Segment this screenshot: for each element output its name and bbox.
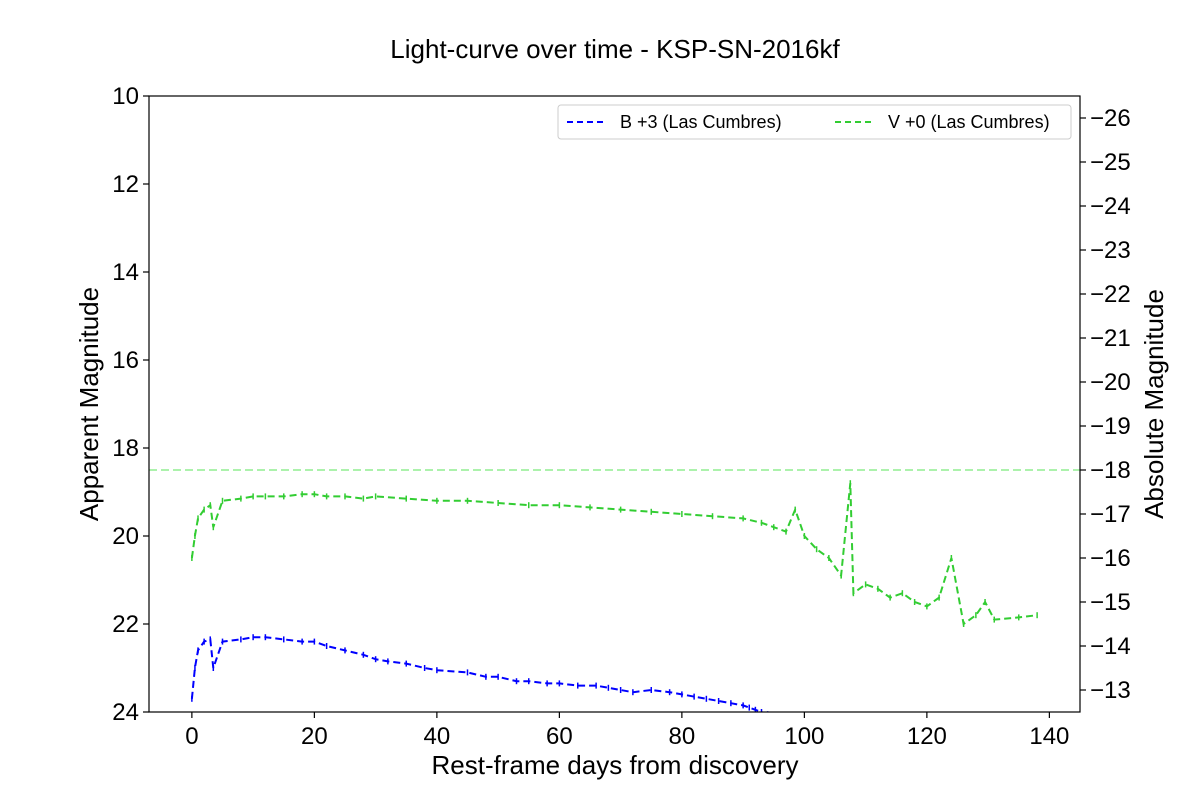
x-tick-label: 60: [546, 723, 573, 750]
x-tick-label: 0: [185, 723, 198, 750]
y2-tick-label: −22: [1090, 281, 1131, 308]
x-tick-label: 20: [301, 723, 328, 750]
series-line-0: [190, 636, 765, 712]
y-tick-label: 24: [112, 699, 139, 726]
y2-tick-label: −15: [1090, 589, 1131, 616]
plot-frame: [148, 95, 1081, 713]
chart-title: Light-curve over time - KSP-SN-2016kf: [390, 34, 840, 64]
y2-tick-label: −16: [1090, 545, 1131, 572]
y2-tick-label: −25: [1090, 149, 1131, 176]
y2-tick-label: −20: [1090, 369, 1131, 396]
y-tick-label: 12: [112, 171, 139, 198]
x-tick-label: 120: [907, 723, 947, 750]
y2-tick-label: −18: [1090, 457, 1131, 484]
legend: B +3 (Las Cumbres) V +0 (Las Cumbres): [557, 104, 1072, 140]
y-axis-label: Apparent Magnitude: [74, 287, 104, 521]
x-axis: 0 20 40 60 80 100 120 140: [185, 712, 1069, 750]
y2-tick-label: −26: [1090, 105, 1131, 132]
x-axis-label: Rest-frame days from discovery: [432, 750, 799, 780]
y-tick-label: 22: [112, 611, 139, 638]
y-axis-right: −13 −14 −15 −16 −17 −18 −19 −20 −21 −22 −23 −24 −25 −…: [1080, 105, 1131, 704]
y-axis-left: 10 12 14 16 18 20 22 24: [112, 83, 149, 726]
legend-label-b: B +3 (Las Cumbres): [620, 112, 782, 132]
y-tick-label: 14: [112, 259, 139, 286]
y-tick-label: 10: [112, 83, 139, 110]
y-tick-label: 16: [112, 347, 139, 374]
x-tick-label: 140: [1029, 723, 1069, 750]
legend-box: [557, 104, 1072, 140]
y2-tick-label: −13: [1090, 677, 1131, 704]
y2-axis-label: Absolute Magnitude: [1139, 289, 1169, 519]
y2-tick-label: −21: [1090, 325, 1131, 352]
y2-tick-label: −14: [1090, 633, 1131, 660]
y-tick-label: 20: [112, 523, 139, 550]
y2-tick-label: −17: [1090, 501, 1131, 528]
y2-tick-label: −24: [1090, 193, 1131, 220]
x-tick-label: 40: [424, 723, 451, 750]
legend-label-v: V +0 (Las Cumbres): [888, 112, 1050, 132]
x-tick-label: 80: [669, 723, 696, 750]
x-tick-label: 100: [784, 723, 824, 750]
series-layer: [149, 469, 1080, 712]
series-line-1: [190, 483, 1038, 626]
y2-tick-label: −19: [1090, 413, 1131, 440]
y2-tick-label: −23: [1090, 237, 1131, 264]
y-tick-label: 18: [112, 435, 139, 462]
